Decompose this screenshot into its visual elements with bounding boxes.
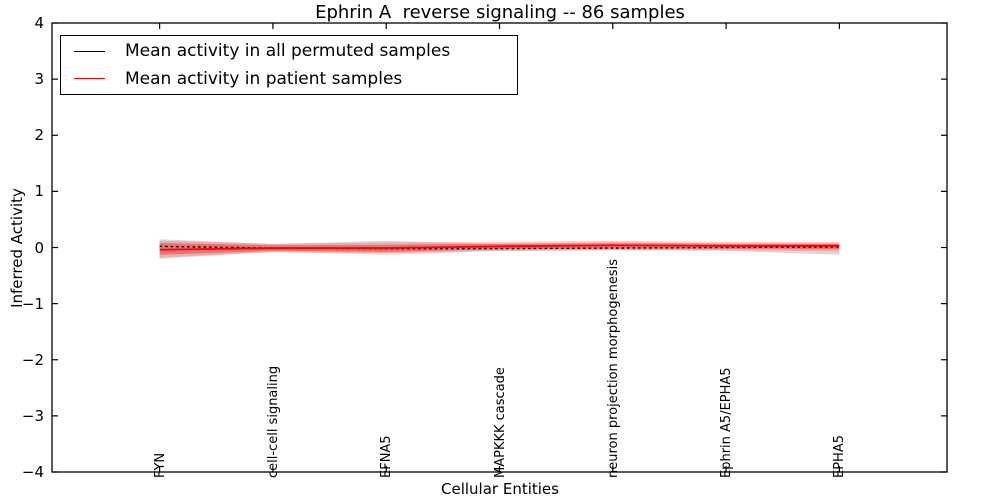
legend-entry-patient: Mean activity in patient samples [61, 65, 517, 92]
y-tick-label: 4 [34, 14, 44, 32]
legend-box: Mean activity in all permuted samples Me… [60, 35, 518, 95]
y-tick-label: 0 [34, 238, 44, 257]
legend-line-sample-black [74, 50, 105, 52]
chart-title: Ephrin A reverse signaling -- 86 samples [315, 2, 685, 23]
y-tick-label: 1 [34, 182, 44, 201]
y-tick-label: −3 [21, 406, 44, 425]
legend-line-sample-red [74, 78, 105, 80]
y-tick-label: 2 [34, 126, 44, 145]
legend-label: Mean activity in patient samples [125, 68, 403, 89]
y-tick-label: −1 [21, 294, 44, 313]
y-tick-label: −2 [21, 350, 44, 369]
series-line-patient [159, 244, 840, 251]
x-axis-label: Cellular Entities [441, 480, 559, 498]
y-tick-label: 3 [34, 70, 44, 89]
legend-label: Mean activity in all permuted samples [125, 41, 451, 62]
band-permuted-samples-spread [159, 239, 840, 259]
y-tick-label: −4 [21, 463, 44, 481]
legend-entry-permuted: Mean activity in all permuted samples [61, 38, 517, 65]
